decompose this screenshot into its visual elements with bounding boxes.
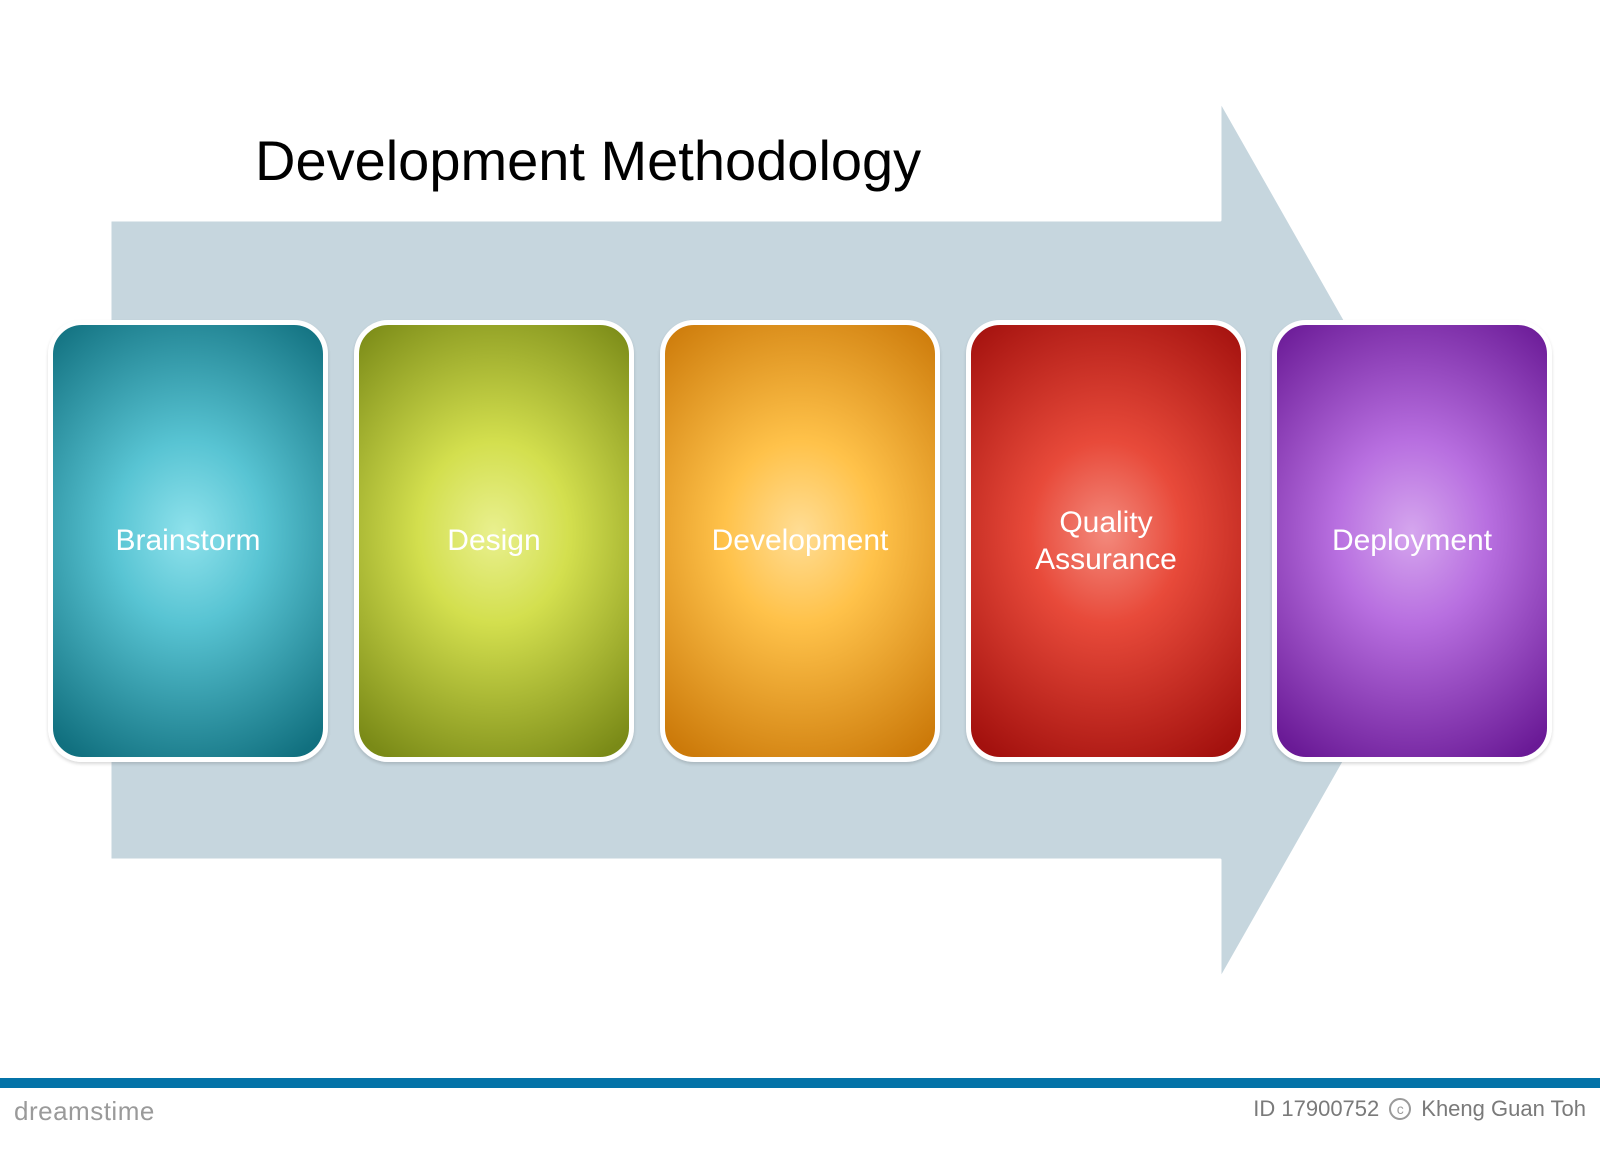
diagram-title: Development Methodology (255, 128, 921, 193)
stage-label: Deployment (1332, 522, 1492, 560)
stages-row: Brainstorm Design Development Quality Assur… (48, 320, 1552, 762)
stage-design: Design (354, 320, 634, 762)
footer-id: ID 17900752 (1253, 1096, 1379, 1122)
stage-label: Brainstorm (115, 522, 260, 560)
stage-label: Design (447, 522, 540, 560)
copyright-icon: c (1389, 1098, 1411, 1120)
footer-author: Kheng Guan Toh (1421, 1096, 1586, 1122)
stage-quality-assurance: Quality Assurance (966, 320, 1246, 762)
stage-deployment: Deployment (1272, 320, 1552, 762)
stage-label: Quality Assurance (1035, 504, 1177, 579)
stage-label: Development (712, 522, 889, 560)
stage-development: Development (660, 320, 940, 762)
footer-bar (0, 1078, 1600, 1088)
footer-attribution: ID 17900752 c Kheng Guan Toh (1253, 1096, 1586, 1122)
footer-brand: dreamstime (14, 1096, 155, 1127)
diagram-canvas: Development Methodology Brainstorm Design… (0, 0, 1600, 1150)
stage-brainstorm: Brainstorm (48, 320, 328, 762)
